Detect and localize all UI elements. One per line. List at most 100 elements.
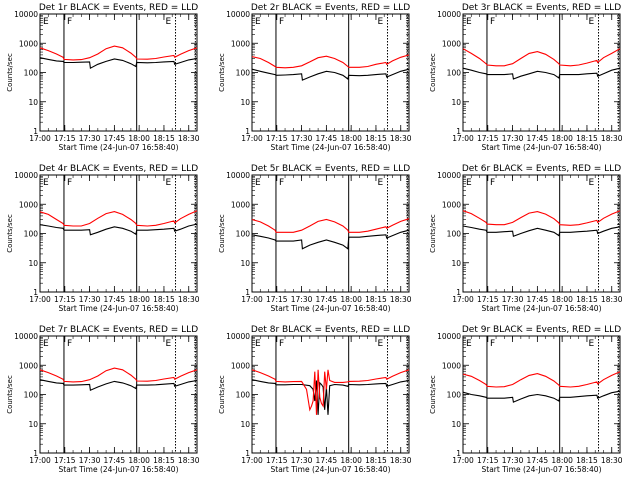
x-tick-label: 17:00 [241, 134, 263, 143]
x-tick-label: 17:15 [54, 134, 76, 143]
panel-4: Det 4r BLACK = Events, RED = LLD 1 10 100 10… [6, 164, 200, 313]
marker-label: E [378, 339, 384, 349]
y-tick-label: 10000 [14, 332, 38, 341]
y-tick-label: 10000 [437, 10, 461, 19]
panel-title: Det 8r BLACK = Events, RED = LLD [251, 325, 410, 335]
marker-label: E [589, 178, 595, 188]
marker-label: E [589, 339, 595, 349]
x-tick-label: 17:15 [266, 295, 288, 304]
marker-label: F [67, 17, 72, 27]
x-tick-label: 17:00 [452, 456, 474, 465]
y-tick-label: 10 [28, 98, 38, 107]
y-tick-label: 1 [456, 127, 461, 136]
x-tick-label: 18:15 [365, 295, 387, 304]
y-tick-label: 100 [24, 230, 39, 239]
y-axis-title: Counts/sec [6, 53, 14, 92]
y-tick-label: 10000 [226, 171, 250, 180]
x-tick-label: 18:15 [576, 134, 598, 143]
y-tick-label: 100 [236, 230, 251, 239]
x-axis-title: Start Time (24-Jun-07 16:58:40) [59, 304, 179, 313]
y-axis-title: Counts/sec [429, 214, 437, 253]
x-tick-label: 17:15 [266, 456, 288, 465]
x-tick-label: 17:00 [241, 456, 263, 465]
x-tick-label: 17:45 [527, 134, 549, 143]
events-line [251, 68, 410, 81]
y-tick-label: 1000 [231, 39, 250, 48]
y-tick-label: 100 [236, 69, 251, 78]
marker-label: E [589, 17, 595, 27]
y-axis-title: Counts/sec [6, 214, 14, 253]
lld-line [462, 48, 621, 67]
x-tick-label: 18:00 [551, 295, 573, 304]
marker-label: E [255, 17, 261, 27]
marker-label: F [490, 17, 495, 27]
x-tick-label: 17:15 [477, 456, 499, 465]
x-tick-label: 17:15 [477, 295, 499, 304]
y-tick-label: 10 [240, 420, 250, 429]
y-tick-label: 100 [447, 391, 462, 400]
x-tick-label: 18:15 [153, 456, 175, 465]
x-axis-title: Start Time (24-Jun-07 16:58:40) [59, 465, 179, 474]
y-tick-label: 1000 [442, 39, 461, 48]
events-line [251, 229, 410, 250]
marker-label: E [43, 17, 49, 27]
x-tick-label: 18:00 [340, 134, 362, 143]
x-tick-label: 17:15 [54, 456, 76, 465]
events-line [462, 225, 621, 238]
panel-title: Det 6r BLACK = Events, RED = LLD [462, 164, 621, 174]
lld-line [462, 371, 621, 388]
x-tick-label: 17:15 [266, 134, 288, 143]
x-tick-label: 18:15 [365, 456, 387, 465]
y-tick-label: 100 [24, 69, 39, 78]
y-tick-label: 1 [33, 127, 38, 136]
x-tick-label: 17:00 [241, 295, 263, 304]
panel-2: Det 2r BLACK = Events, RED = LLD 1 10 100 10… [218, 3, 412, 152]
x-tick-label: 18:00 [340, 456, 362, 465]
y-tick-label: 10 [451, 98, 461, 107]
x-tick-label: 17:30 [291, 134, 313, 143]
events-line [462, 67, 621, 80]
x-tick-label: 18:15 [153, 295, 175, 304]
lld-line [251, 369, 410, 415]
x-tick-label: 17:45 [527, 456, 549, 465]
x-tick-label: 18:15 [576, 295, 598, 304]
marker-label: E [466, 178, 472, 188]
lld-line [251, 54, 410, 69]
y-tick-label: 1 [33, 288, 38, 297]
x-tick-label: 18:30 [390, 134, 412, 143]
panel-6: Det 6r BLACK = Events, RED = LLD 1 10 100 10… [429, 164, 623, 313]
x-tick-label: 17:45 [104, 134, 126, 143]
x-tick-label: 17:30 [502, 134, 524, 143]
x-tick-label: 17:00 [29, 456, 51, 465]
x-tick-label: 17:15 [477, 134, 499, 143]
lld-line [39, 45, 198, 61]
x-tick-label: 18:30 [178, 134, 200, 143]
marker-label: E [166, 339, 172, 349]
x-tick-label: 18:15 [153, 134, 175, 143]
marker-label: E [378, 17, 384, 27]
x-axis-title: Start Time (24-Jun-07 16:58:40) [482, 143, 602, 152]
x-tick-label: 17:30 [79, 134, 101, 143]
marker-label: F [67, 339, 72, 349]
y-tick-label: 10000 [226, 332, 250, 341]
y-tick-label: 10000 [14, 10, 38, 19]
x-tick-label: 18:30 [601, 134, 623, 143]
y-tick-label: 1000 [19, 39, 38, 48]
y-tick-label: 10 [28, 259, 38, 268]
x-tick-label: 17:30 [79, 295, 101, 304]
y-axis-title: Counts/sec [218, 53, 226, 92]
panel-7: Det 7r BLACK = Events, RED = LLD 1 10 100 10… [6, 325, 200, 474]
panel-title: Det 9r BLACK = Events, RED = LLD [462, 325, 621, 335]
y-tick-label: 10 [451, 259, 461, 268]
x-tick-label: 17:45 [104, 456, 126, 465]
lld-line [462, 210, 621, 226]
x-tick-label: 18:00 [551, 456, 573, 465]
panel-title: Det 4r BLACK = Events, RED = LLD [39, 164, 198, 174]
marker-label: E [255, 178, 261, 188]
panel-title: Det 1r BLACK = Events, RED = LLD [39, 3, 198, 13]
x-tick-label: 17:30 [79, 456, 101, 465]
x-axis-title: Start Time (24-Jun-07 16:58:40) [271, 143, 391, 152]
panel-1: Det 1r BLACK = Events, RED = LLD 1 10 100 10… [6, 3, 200, 152]
